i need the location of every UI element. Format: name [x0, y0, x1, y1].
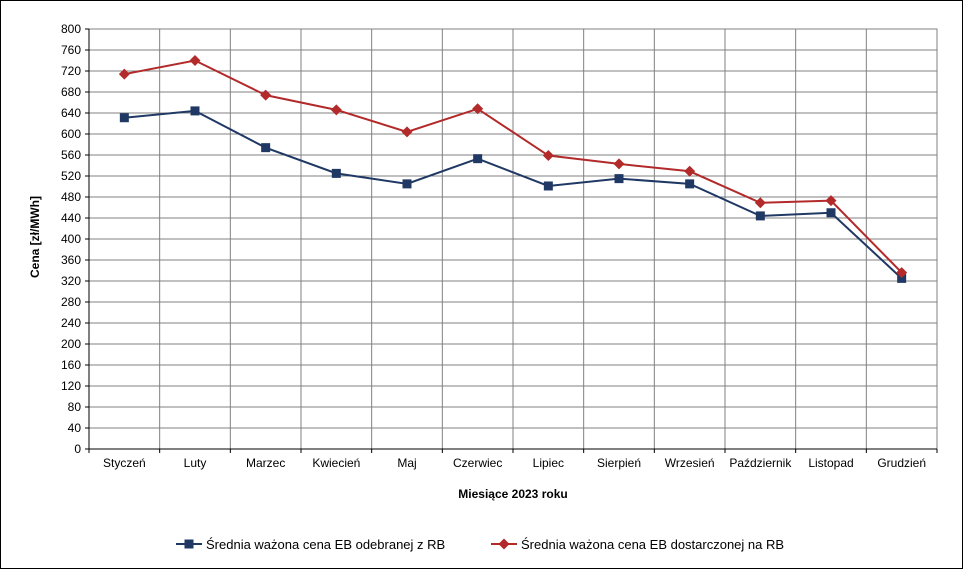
x-tick-label: Listopad [808, 456, 853, 470]
y-tick-label: 520 [61, 169, 81, 183]
y-axis-title: Cena [zł/MWh] [28, 196, 42, 278]
data-point [189, 55, 201, 66]
series-2 [118, 55, 908, 279]
data-point [897, 273, 907, 283]
data-point [330, 104, 342, 116]
x-tick-label: Czerwiec [453, 456, 502, 470]
y-tick-label: 0 [74, 442, 81, 456]
data-point [613, 158, 625, 170]
data-point [402, 179, 412, 189]
data-point [118, 68, 130, 80]
y-tick-label: 440 [61, 211, 81, 225]
x-tick-label: Styczeń [103, 456, 146, 470]
data-series [118, 55, 908, 283]
y-tick-label: 640 [61, 106, 81, 120]
data-point [401, 126, 413, 138]
y-tick-label: 480 [61, 190, 81, 204]
legend-item: Średnia ważona cena EB odebranej z RB [176, 537, 445, 552]
x-tick-label: Marzec [246, 456, 285, 470]
y-tick-label: 120 [61, 379, 81, 393]
y-tick-label: 760 [61, 43, 81, 57]
series-line [124, 59, 903, 274]
data-point [684, 165, 696, 177]
y-tick-label: 680 [61, 85, 81, 99]
y-tick-label: 720 [61, 64, 81, 78]
legend: Średnia ważona cena EB odebranej z RB Śre… [176, 537, 784, 552]
tick-labels: 0 40 80 120 160 200 240 280 320 360 400 440 480 520 56… [61, 22, 926, 470]
data-point [755, 211, 765, 221]
x-axis-title: Miesiące 2023 roku [458, 487, 567, 501]
data-point [472, 103, 484, 115]
y-tick-label: 400 [61, 232, 81, 246]
data-point [543, 181, 553, 191]
y-tick-label: 40 [68, 421, 82, 435]
x-tick-label: Kwiecień [312, 456, 360, 470]
x-tick-label: Październik [729, 456, 792, 470]
data-point [542, 150, 554, 162]
y-tick-label: 80 [68, 400, 82, 414]
legend-label: Średnia ważona cena EB odebranej z RB [206, 537, 445, 552]
y-tick-label: 800 [61, 22, 81, 36]
data-point [826, 208, 836, 218]
y-tick-label: 200 [61, 337, 81, 351]
y-tick-label: 600 [61, 127, 81, 141]
x-tick-label: Sierpień [597, 456, 641, 470]
y-tick-label: 280 [61, 295, 81, 309]
data-point [825, 195, 837, 207]
legend-label: Średnia ważona cena EB dostarczonej na R… [521, 537, 784, 552]
y-tick-label: 320 [61, 274, 81, 288]
data-point [331, 168, 341, 178]
x-tick-label: Maj [397, 456, 416, 470]
y-tick-label: 240 [61, 316, 81, 330]
axes [85, 28, 938, 453]
series-1 [119, 106, 907, 283]
data-point [754, 197, 766, 209]
x-tick-label: Luty [184, 456, 207, 470]
data-point [261, 143, 271, 153]
data-point [685, 179, 695, 189]
series-line [124, 109, 903, 280]
grid-lines [89, 28, 937, 449]
y-tick-label: 360 [61, 253, 81, 267]
data-point [119, 113, 129, 123]
x-tick-label: Lipiec [533, 456, 564, 470]
y-tick-label: 160 [61, 358, 81, 372]
data-point [190, 106, 200, 116]
legend-item: Średnia ważona cena EB dostarczonej na R… [491, 537, 784, 552]
x-tick-label: Wrzesień [665, 456, 715, 470]
data-point [260, 89, 272, 101]
data-point [473, 154, 483, 164]
legend-marker [184, 539, 194, 549]
data-point [896, 267, 908, 279]
legend-marker [498, 538, 510, 550]
y-tick-label: 560 [61, 148, 81, 162]
x-tick-label: Grudzień [877, 456, 926, 470]
data-point [614, 174, 624, 184]
